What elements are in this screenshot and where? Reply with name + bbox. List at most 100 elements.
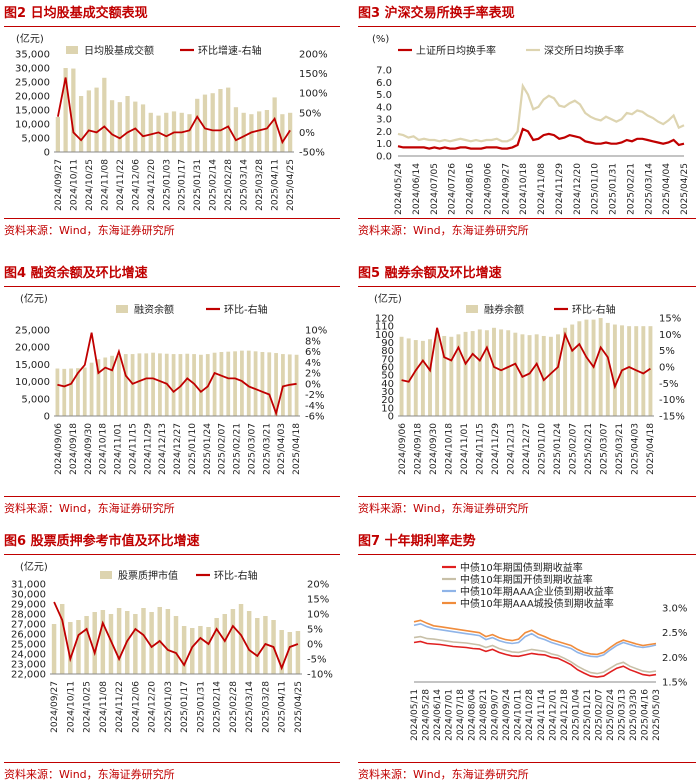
bar bbox=[181, 626, 187, 674]
x-tick-label: 2025/02/21 bbox=[584, 423, 594, 475]
bar bbox=[117, 355, 121, 416]
bar bbox=[103, 357, 108, 416]
y-tick-right: 0% bbox=[659, 363, 675, 374]
bar bbox=[556, 334, 560, 416]
bar bbox=[210, 93, 215, 152]
x-tick-label: 2024/08/16 bbox=[466, 163, 476, 215]
x-tick-label: 2024/06/14 bbox=[412, 163, 422, 215]
y-tick-left: 80 bbox=[381, 346, 394, 357]
x-tick-label: 2025/01/10 bbox=[188, 423, 198, 475]
bar bbox=[449, 336, 454, 416]
chart-title: 图4 融资余额及环比增速 bbox=[4, 266, 148, 281]
y-tick-right: -10% bbox=[659, 395, 685, 406]
x-tick-label: 2024/09/06 bbox=[398, 423, 408, 475]
x-tick-label: 2024/10/11 bbox=[66, 681, 76, 733]
bar bbox=[140, 104, 146, 152]
bar bbox=[96, 359, 101, 416]
bar bbox=[279, 630, 284, 674]
bar bbox=[116, 608, 122, 674]
x-tick-label: 2025/02/28 bbox=[224, 159, 234, 211]
bar bbox=[110, 355, 114, 416]
x-tick-label: 2025/01/03 bbox=[164, 681, 174, 733]
bar bbox=[238, 604, 244, 674]
bar bbox=[255, 618, 260, 674]
y-tick-right: 15% bbox=[307, 595, 329, 606]
x-tick-label: 2025/04/25 bbox=[286, 159, 296, 211]
y-tick-left: 40 bbox=[381, 379, 394, 390]
x-tick-label: 2025/04/16 bbox=[640, 689, 650, 741]
title-rule bbox=[4, 554, 340, 555]
y-tick-right: -5% bbox=[307, 655, 326, 666]
legend-bar-swatch bbox=[466, 305, 478, 313]
x-tick-label: 2025/01/04 bbox=[571, 689, 581, 741]
y-tick-left: 25,000 bbox=[15, 78, 50, 89]
legend-label: 股票质押市值 bbox=[118, 569, 178, 582]
panel-fig3: 图3 沪深交易所换手率表现 上证所日均换手率 深交所日均换手率 (%) 0.0 1.0 2… bbox=[358, 4, 696, 238]
bar bbox=[541, 335, 546, 416]
bar bbox=[577, 321, 582, 416]
bar bbox=[190, 628, 195, 674]
legend-label: 中债10年期AAA企业债到期收益率 bbox=[460, 585, 614, 598]
bar bbox=[648, 326, 653, 416]
y-unit-label: (亿元) bbox=[20, 292, 48, 305]
series-line bbox=[397, 82, 685, 143]
x-tick-label: 2024/09/27 bbox=[50, 681, 60, 733]
bar bbox=[492, 327, 496, 416]
x-tick-label: 2024/12/06 bbox=[131, 681, 141, 733]
bar bbox=[584, 319, 589, 416]
source-text: 资料来源：Wind，东海证券研究所 bbox=[358, 224, 529, 237]
legend-label: 融资余额 bbox=[134, 303, 174, 316]
bar bbox=[94, 87, 99, 152]
y-tick-left: 7.0 bbox=[376, 66, 392, 77]
series-line bbox=[53, 601, 299, 671]
bar bbox=[230, 609, 236, 674]
bar bbox=[149, 612, 154, 674]
y-unit-label: (亿元) bbox=[374, 292, 402, 305]
bar bbox=[264, 110, 270, 152]
y-tick-left: 10 bbox=[381, 403, 394, 414]
bar bbox=[294, 354, 299, 416]
panel-fig5: 图5 融券余额及环比增速 (亿元) 融券余额 环比-右轴 0 10 20 30 40 50 60 7… bbox=[358, 264, 696, 515]
x-tick-label: 2024/12/27 bbox=[173, 423, 183, 475]
panel-fig2: 图2 日均股基成交额表现 (亿元) 日均股基成交额 环比增速-右轴 0 5,000 10,… bbox=[4, 4, 340, 238]
y-tick-left: 100 bbox=[375, 330, 394, 341]
y-tick-right: 2% bbox=[305, 369, 321, 380]
x-tick-label: 2024/12/20 bbox=[148, 681, 158, 733]
x-tick-label: 2025/04/25 bbox=[294, 681, 304, 733]
x-tick-label: 2024/09/18 bbox=[69, 423, 79, 475]
series-line bbox=[57, 332, 297, 417]
source-rule bbox=[4, 218, 340, 219]
bar bbox=[133, 614, 138, 674]
legend-label: 中债10年期国债到期收益率 bbox=[460, 561, 583, 574]
x-tick-label: 2024/11/29 bbox=[491, 423, 501, 475]
x-tick-label: 2025/01/21 bbox=[583, 689, 593, 741]
x-tick-label: 2024/10/18 bbox=[445, 423, 455, 475]
y-tick-left: 10,000 bbox=[15, 377, 50, 388]
x-tick-label: 2025/01/17 bbox=[180, 681, 190, 733]
x-tick-label: 2025/01/24 bbox=[553, 423, 563, 475]
x-tick-label: 2025/04/18 bbox=[292, 423, 302, 475]
y-tick-left: 28,000 bbox=[11, 610, 46, 621]
y-tick-left: 25,000 bbox=[11, 640, 46, 651]
x-tick-label: 2024/11/29 bbox=[555, 163, 565, 215]
x-tick-label: 2025/03/13 bbox=[617, 689, 627, 741]
bar bbox=[484, 330, 489, 416]
x-tick-label: 2024/12/01 bbox=[548, 689, 558, 741]
source-rule bbox=[358, 496, 696, 497]
y-tick-left: 35,000 bbox=[15, 50, 50, 61]
bar bbox=[102, 77, 107, 152]
bar bbox=[117, 102, 122, 152]
y-tick-right: 100% bbox=[299, 89, 328, 100]
x-tick-label: 2024/10/18 bbox=[99, 423, 109, 475]
bar bbox=[78, 96, 84, 152]
legend-label: 融券余额 bbox=[484, 303, 524, 316]
bar bbox=[69, 368, 73, 416]
legend-label: 环比-右轴 bbox=[572, 303, 616, 316]
bar bbox=[295, 631, 301, 674]
bar bbox=[130, 354, 135, 416]
y-tick-right: 200% bbox=[299, 50, 328, 61]
y-tick-right: 5% bbox=[659, 346, 675, 357]
bar bbox=[55, 368, 60, 416]
x-tick-label: 2025/03/14 bbox=[245, 681, 255, 733]
y-tick-left: 15,000 bbox=[15, 106, 50, 117]
